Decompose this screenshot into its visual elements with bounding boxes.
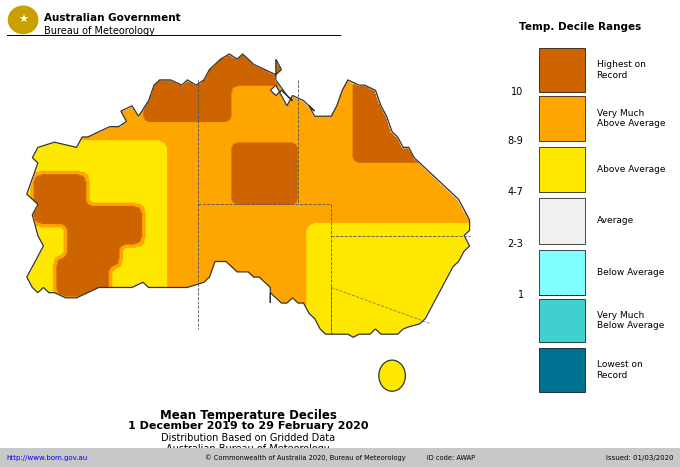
Text: Lowest on
Record: Lowest on Record [596,360,643,380]
Bar [539,198,585,244]
Text: Australian Bureau of Meteorology: Australian Bureau of Meteorology [167,444,330,453]
Text: 4-7: 4-7 [508,187,524,197]
Text: © Commonwealth of Australia 2020, Bureau of Meteorology          ID code: AWAP: © Commonwealth of Australia 2020, Bureau… [205,454,475,461]
Circle shape [8,6,38,34]
Text: 2-3: 2-3 [508,239,524,248]
Bar [539,49,585,92]
Text: http://www.bom.gov.au: http://www.bom.gov.au [7,455,88,460]
Text: Below Average: Below Average [596,268,664,277]
Text: 8-9: 8-9 [508,136,524,146]
Text: Highest on
Record: Highest on Record [596,60,645,80]
Text: ★: ★ [18,15,28,25]
Text: 1: 1 [517,290,524,300]
Text: 10: 10 [511,86,524,97]
Text: Temp. Decile Ranges: Temp. Decile Ranges [519,21,641,32]
Bar [539,250,585,295]
Text: Australian Government: Australian Government [44,13,181,23]
Text: Very Much
Above Average: Very Much Above Average [596,108,665,128]
Bar [539,299,585,342]
Text: Bureau of Meteorology: Bureau of Meteorology [44,26,155,35]
Text: Distribution Based on Gridded Data: Distribution Based on Gridded Data [161,433,335,443]
Text: 1 December 2019 to 29 February 2020: 1 December 2019 to 29 February 2020 [128,421,369,431]
Text: Very Much
Below Average: Very Much Below Average [596,311,664,330]
Text: Issued: 01/03/2020: Issued: 01/03/2020 [606,455,673,460]
Bar [539,96,585,141]
Bar [539,348,585,391]
Ellipse shape [379,360,405,391]
Text: Average: Average [596,217,634,226]
Text: Above Average: Above Average [596,165,665,174]
Bar [539,147,585,192]
Text: Mean Temperature Deciles: Mean Temperature Deciles [160,409,337,422]
